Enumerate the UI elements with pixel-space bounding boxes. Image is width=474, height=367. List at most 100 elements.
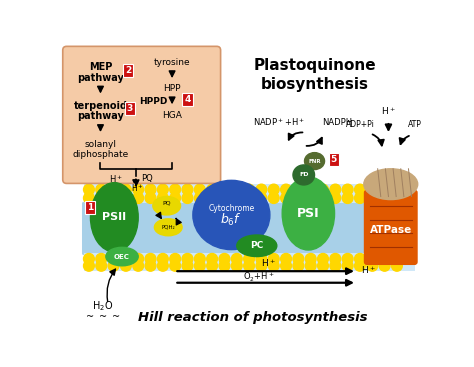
Circle shape [318, 193, 328, 203]
Circle shape [256, 254, 267, 264]
Circle shape [355, 184, 365, 195]
Text: H$^+$: H$^+$ [261, 257, 276, 269]
Circle shape [330, 254, 341, 264]
Circle shape [379, 193, 390, 203]
Text: 5: 5 [331, 155, 337, 164]
Ellipse shape [293, 165, 315, 185]
Circle shape [392, 261, 402, 271]
Circle shape [157, 254, 168, 264]
Circle shape [133, 261, 144, 271]
Circle shape [281, 184, 292, 195]
Circle shape [256, 193, 267, 203]
Ellipse shape [237, 235, 277, 257]
Circle shape [83, 193, 94, 203]
Circle shape [318, 184, 328, 195]
Circle shape [120, 184, 131, 195]
Circle shape [194, 254, 205, 264]
Text: PQ: PQ [163, 201, 171, 206]
Circle shape [379, 261, 390, 271]
Text: H$^+$: H$^+$ [361, 264, 376, 276]
Circle shape [182, 184, 193, 195]
Circle shape [108, 184, 119, 195]
Circle shape [244, 184, 255, 195]
Text: 4: 4 [184, 95, 191, 104]
Circle shape [182, 193, 193, 203]
Circle shape [108, 261, 119, 271]
Circle shape [268, 193, 279, 203]
Circle shape [170, 261, 181, 271]
Text: Plastoquinone: Plastoquinone [253, 58, 376, 73]
Ellipse shape [193, 180, 270, 250]
Text: HGA: HGA [162, 111, 182, 120]
Circle shape [256, 261, 267, 271]
Circle shape [268, 184, 279, 195]
Ellipse shape [304, 153, 325, 170]
Circle shape [182, 261, 193, 271]
Ellipse shape [155, 219, 182, 236]
Circle shape [231, 193, 242, 203]
Text: 2: 2 [125, 66, 131, 75]
Ellipse shape [282, 177, 335, 250]
Text: Hill reaction of photosynthesis: Hill reaction of photosynthesis [138, 311, 368, 324]
Circle shape [244, 261, 255, 271]
Circle shape [342, 254, 353, 264]
Circle shape [170, 184, 181, 195]
Circle shape [133, 184, 144, 195]
Circle shape [83, 184, 94, 195]
Circle shape [379, 184, 390, 195]
Circle shape [231, 261, 242, 271]
Circle shape [330, 261, 341, 271]
Circle shape [83, 261, 94, 271]
Circle shape [392, 254, 402, 264]
FancyBboxPatch shape [63, 46, 220, 184]
Text: H$^+$: H$^+$ [381, 105, 396, 117]
Text: FNR: FNR [308, 159, 321, 164]
Text: O$_2$+H$^+$: O$_2$+H$^+$ [243, 271, 275, 284]
Circle shape [145, 193, 156, 203]
Text: tyrosine: tyrosine [154, 58, 191, 67]
Text: biosynthesis: biosynthesis [261, 77, 368, 92]
Circle shape [244, 254, 255, 264]
Circle shape [392, 184, 402, 195]
Text: H$^+$: H$^+$ [131, 182, 144, 194]
Circle shape [342, 261, 353, 271]
Circle shape [145, 254, 156, 264]
Text: solanyl: solanyl [84, 141, 117, 149]
Circle shape [342, 184, 353, 195]
Text: H$^+$: H$^+$ [109, 173, 123, 185]
Circle shape [182, 254, 193, 264]
Circle shape [244, 193, 255, 203]
Ellipse shape [153, 196, 181, 215]
Circle shape [355, 254, 365, 264]
Text: Cytochrome: Cytochrome [208, 204, 255, 213]
Ellipse shape [106, 247, 138, 266]
Circle shape [157, 193, 168, 203]
Text: pathway: pathway [77, 73, 124, 83]
Circle shape [170, 254, 181, 264]
Circle shape [268, 261, 279, 271]
Circle shape [96, 261, 107, 271]
Circle shape [219, 193, 230, 203]
Circle shape [330, 184, 341, 195]
Circle shape [281, 261, 292, 271]
Circle shape [293, 184, 304, 195]
Circle shape [133, 193, 144, 203]
Circle shape [219, 184, 230, 195]
Circle shape [330, 193, 341, 203]
Circle shape [305, 193, 316, 203]
Text: ~: ~ [99, 312, 107, 322]
Text: diphosphate: diphosphate [73, 150, 128, 159]
Circle shape [367, 184, 378, 195]
Circle shape [392, 193, 402, 203]
Text: ~: ~ [86, 312, 94, 322]
Text: PQH₂: PQH₂ [161, 225, 175, 230]
Circle shape [194, 193, 205, 203]
Text: NADP$^+$+H$^+$: NADP$^+$+H$^+$ [253, 117, 305, 128]
Circle shape [96, 254, 107, 264]
Circle shape [145, 184, 156, 195]
Circle shape [355, 193, 365, 203]
Circle shape [342, 193, 353, 203]
Circle shape [379, 254, 390, 264]
FancyBboxPatch shape [82, 202, 416, 255]
Circle shape [318, 261, 328, 271]
